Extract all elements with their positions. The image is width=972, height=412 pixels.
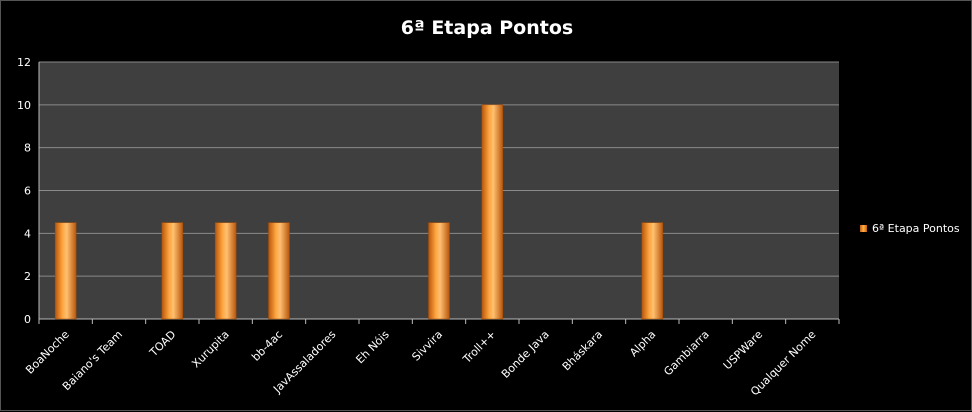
legend: 6ª Etapa Pontos <box>860 222 960 235</box>
y-tick-label: 12 <box>17 56 31 69</box>
legend-swatch <box>860 225 867 232</box>
legend-label: 6ª Etapa Pontos <box>872 222 960 235</box>
x-tick-label: TOAD <box>147 328 179 360</box>
bar <box>641 222 664 320</box>
x-tick-label: BoaNoche <box>23 328 72 377</box>
bar <box>161 222 184 320</box>
x-tick-label: bb-4ac <box>249 328 285 364</box>
bar <box>428 222 450 320</box>
bar <box>268 222 290 320</box>
x-tick-label: Bonde Java <box>499 328 552 381</box>
y-tick-label: 10 <box>17 99 31 112</box>
bar <box>54 222 77 320</box>
x-tick-label: Bháskara <box>560 328 605 373</box>
x-tick-label: Eh Nóis <box>353 328 391 366</box>
y-tick-label: 4 <box>24 227 31 240</box>
chart-title: 6ª Etapa Pontos <box>400 17 574 39</box>
bar <box>481 104 504 320</box>
x-tick-label: Sivvira <box>409 328 445 364</box>
x-tick-label: Troll++ <box>460 328 499 367</box>
x-tick-label: Xurupita <box>189 328 231 370</box>
x-tick-label: Alpha <box>627 328 658 359</box>
bar <box>214 222 237 320</box>
y-tick-label: 8 <box>24 142 31 155</box>
x-tick-label: Gambiarra <box>661 328 711 378</box>
y-tick-label: 0 <box>24 313 31 326</box>
y-tick-label: 6 <box>24 185 31 198</box>
y-tick-label: 2 <box>24 270 31 283</box>
x-tick-label: USPWare <box>721 328 765 372</box>
